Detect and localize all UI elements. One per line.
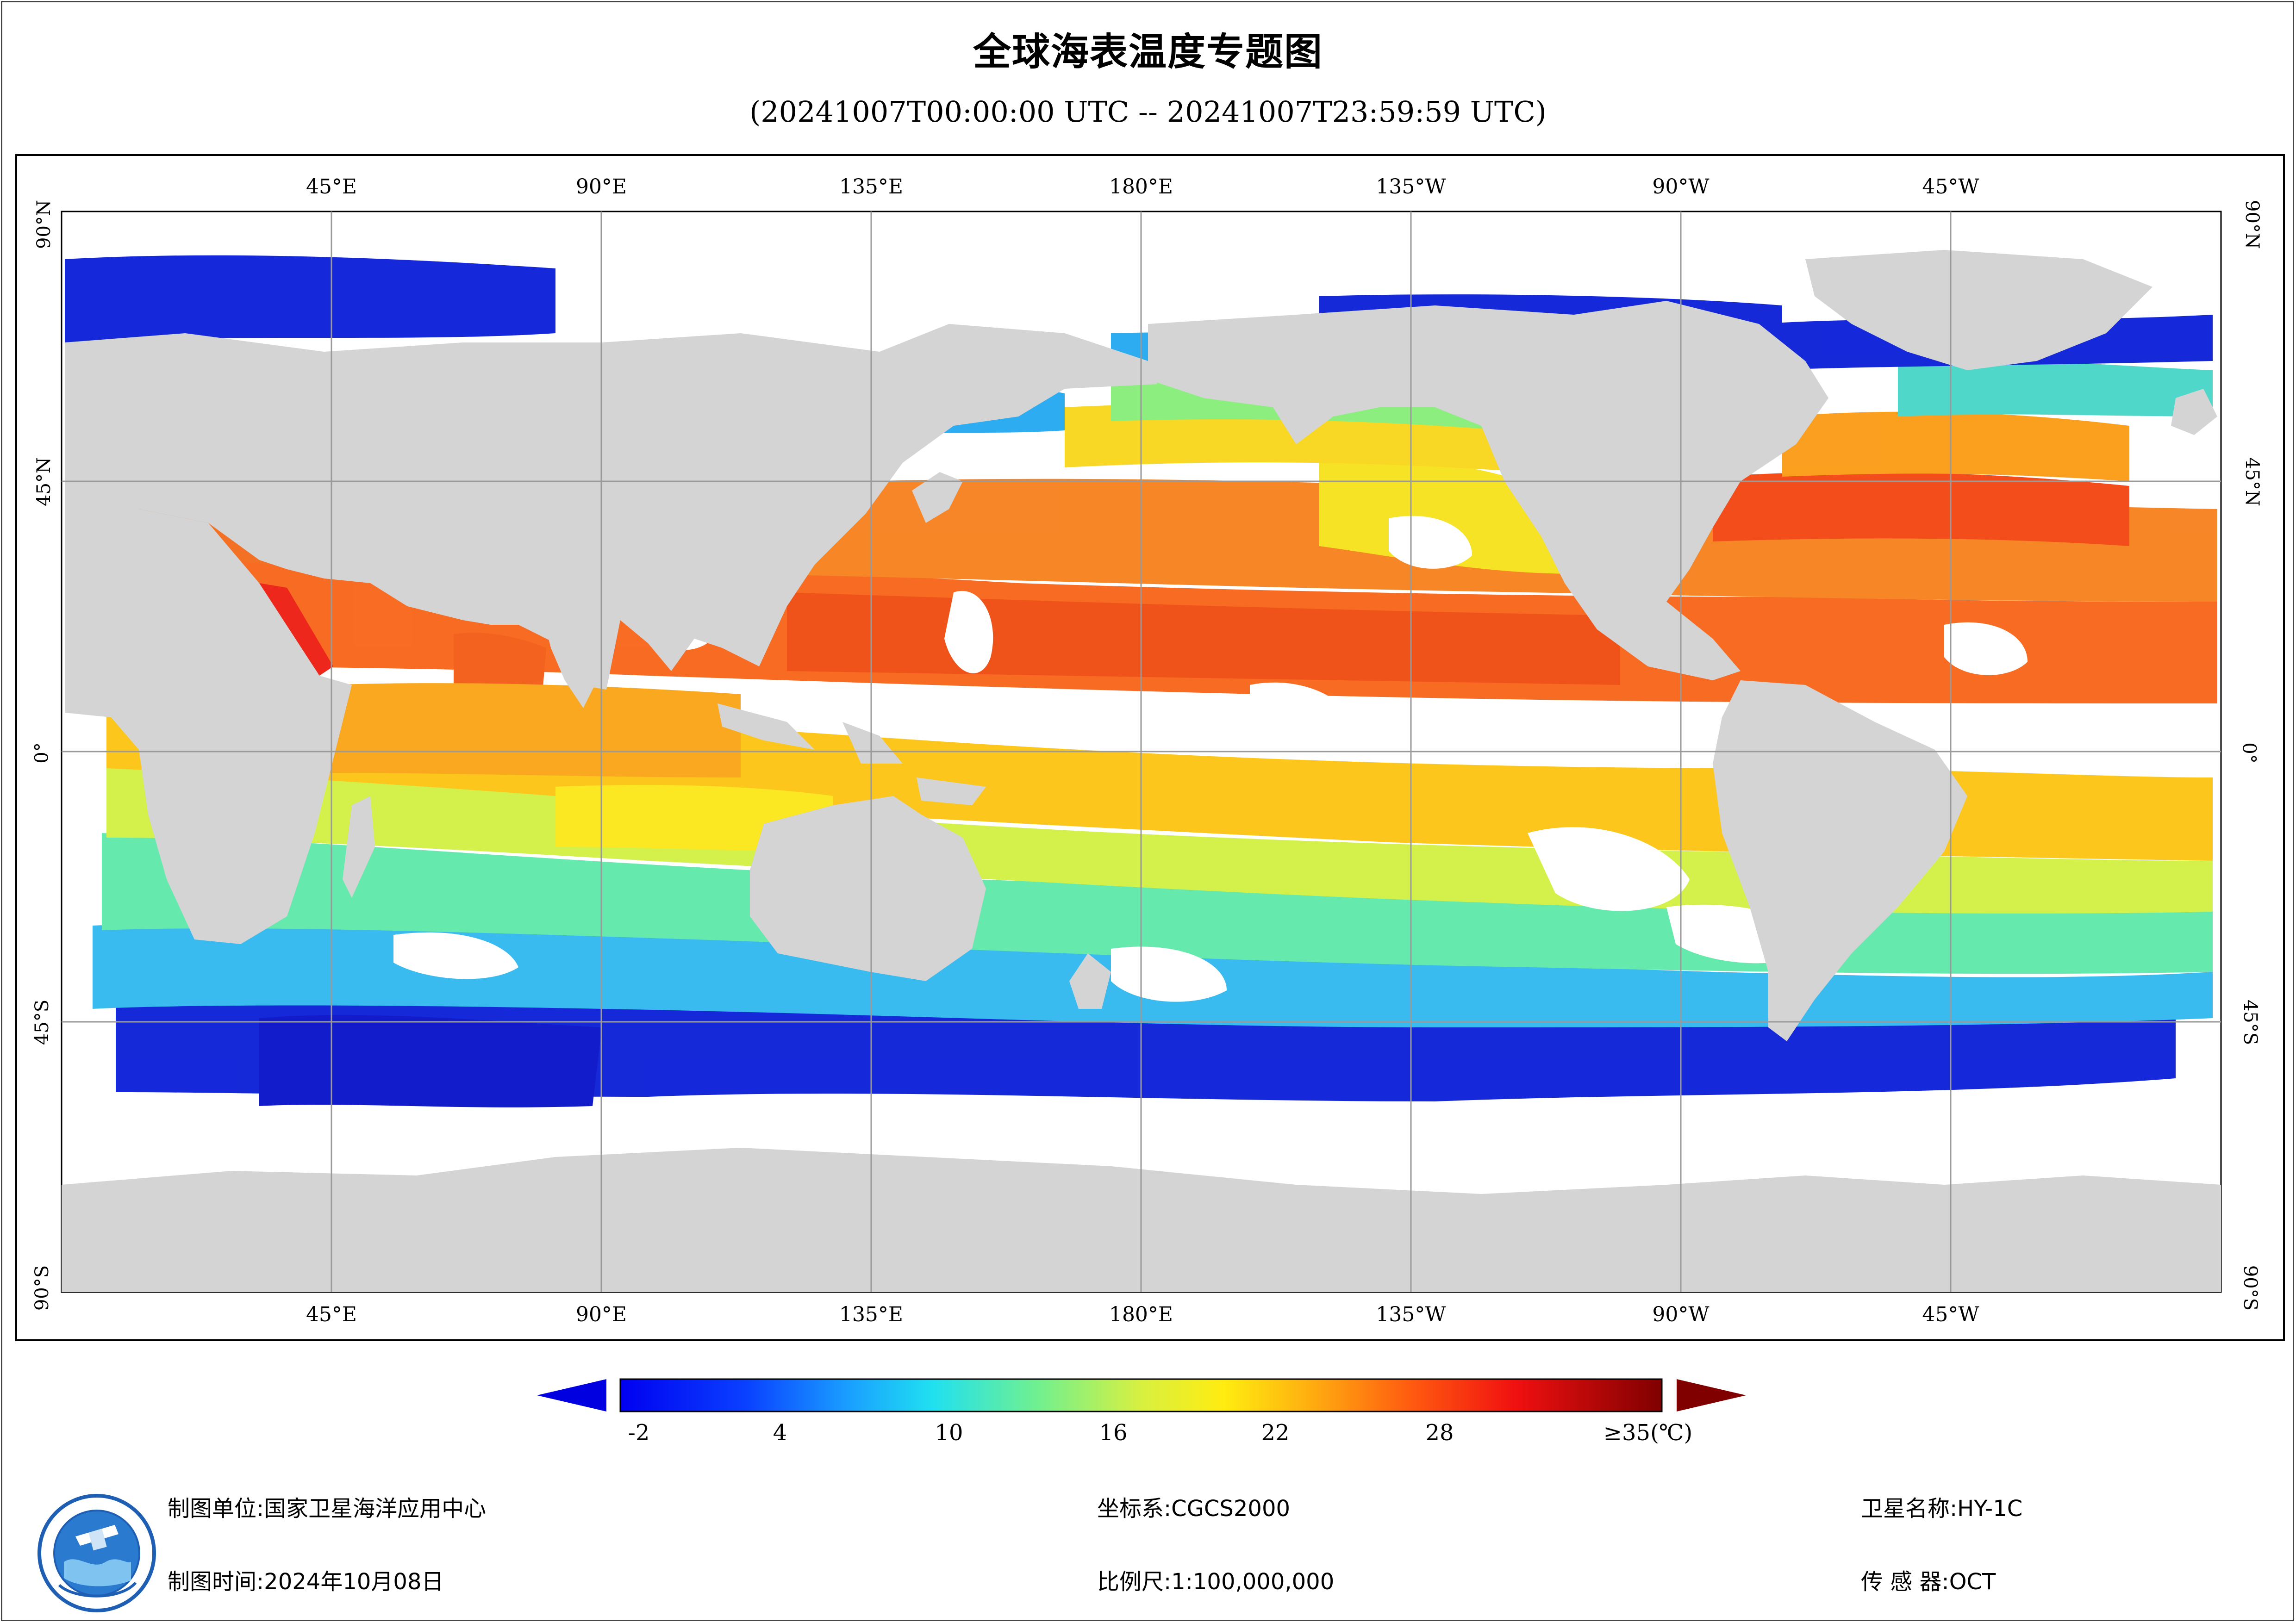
sensor-name: 传 感 器:OCT bbox=[1861, 1569, 1996, 1595]
colorbar-tick: 28 bbox=[1425, 1420, 1454, 1446]
lon-label-bottom-90e: 90°E bbox=[575, 1303, 627, 1326]
lat-label-right-45n: 45°N bbox=[2241, 457, 2263, 506]
lon-label-bottom-45w: 45°W bbox=[1922, 1303, 1979, 1326]
nsoas-logo bbox=[37, 1494, 156, 1612]
lon-label-top-180e: 180°E bbox=[1109, 175, 1173, 199]
lon-label-top-135e: 135°E bbox=[839, 175, 904, 199]
lat-label-left-90s: 90°S bbox=[31, 1265, 53, 1311]
lat-label-left-0: 0° bbox=[31, 742, 53, 764]
colorbar-tick: 16 bbox=[1099, 1420, 1128, 1446]
lon-label-bottom-45e: 45°E bbox=[306, 1303, 357, 1326]
lat-label-right-90n: 90°N bbox=[2241, 200, 2263, 249]
colorbar-tick: ≥35(℃) bbox=[1603, 1420, 1693, 1446]
producer-unit: 制图单位:国家卫星海洋应用中心 bbox=[168, 1496, 487, 1522]
map-frame bbox=[15, 154, 2285, 1341]
map-title: 全球海表温度专题图 bbox=[973, 30, 1323, 74]
coordinate-system: 坐标系:CGCS2000 bbox=[1097, 1496, 1291, 1522]
lon-label-bottom-90w: 90°W bbox=[1652, 1303, 1710, 1326]
temperature-colorbar bbox=[537, 1378, 1746, 1412]
lon-label-top-45w: 45°W bbox=[1922, 175, 1979, 199]
lat-label-left-90n: 90°N bbox=[33, 200, 55, 249]
map-scale: 比例尺:1:100,000,000 bbox=[1097, 1569, 1335, 1595]
lon-label-bottom-135e: 135°E bbox=[839, 1303, 904, 1326]
satellite-name: 卫星名称:HY-1C bbox=[1861, 1496, 2023, 1522]
colorbar-tick: -2 bbox=[628, 1420, 650, 1446]
lon-label-top-90e: 90°E bbox=[575, 175, 627, 199]
colorbar-tick: 4 bbox=[773, 1420, 787, 1446]
lat-label-right-0: 0° bbox=[2238, 742, 2260, 764]
lon-label-top-90w: 90°W bbox=[1652, 175, 1710, 199]
lon-label-top-45e: 45°E bbox=[306, 175, 357, 199]
lon-label-bottom-135w: 135°W bbox=[1376, 1303, 1446, 1326]
lat-label-right-45s: 45°S bbox=[2240, 999, 2261, 1045]
lat-label-right-90s: 90°S bbox=[2240, 1265, 2261, 1311]
colorbar-below-min-arrow bbox=[537, 1379, 606, 1412]
lat-label-left-45s: 45°S bbox=[31, 999, 53, 1045]
colorbar-tick: 10 bbox=[935, 1420, 963, 1446]
lon-label-top-135w: 135°W bbox=[1376, 175, 1446, 199]
colorbar-tick: 22 bbox=[1261, 1420, 1290, 1446]
map-time-range: (20241007T00:00:00 UTC -- 20241007T23:59… bbox=[749, 95, 1547, 129]
lat-label-left-45n: 45°N bbox=[33, 457, 55, 506]
colorbar-above-max-arrow bbox=[1677, 1379, 1746, 1412]
production-date: 制图时间:2024年10月08日 bbox=[168, 1569, 444, 1595]
lon-label-bottom-180e: 180°E bbox=[1109, 1303, 1173, 1326]
colorbar-gradient bbox=[619, 1378, 1663, 1412]
graticule bbox=[62, 211, 2221, 1292]
